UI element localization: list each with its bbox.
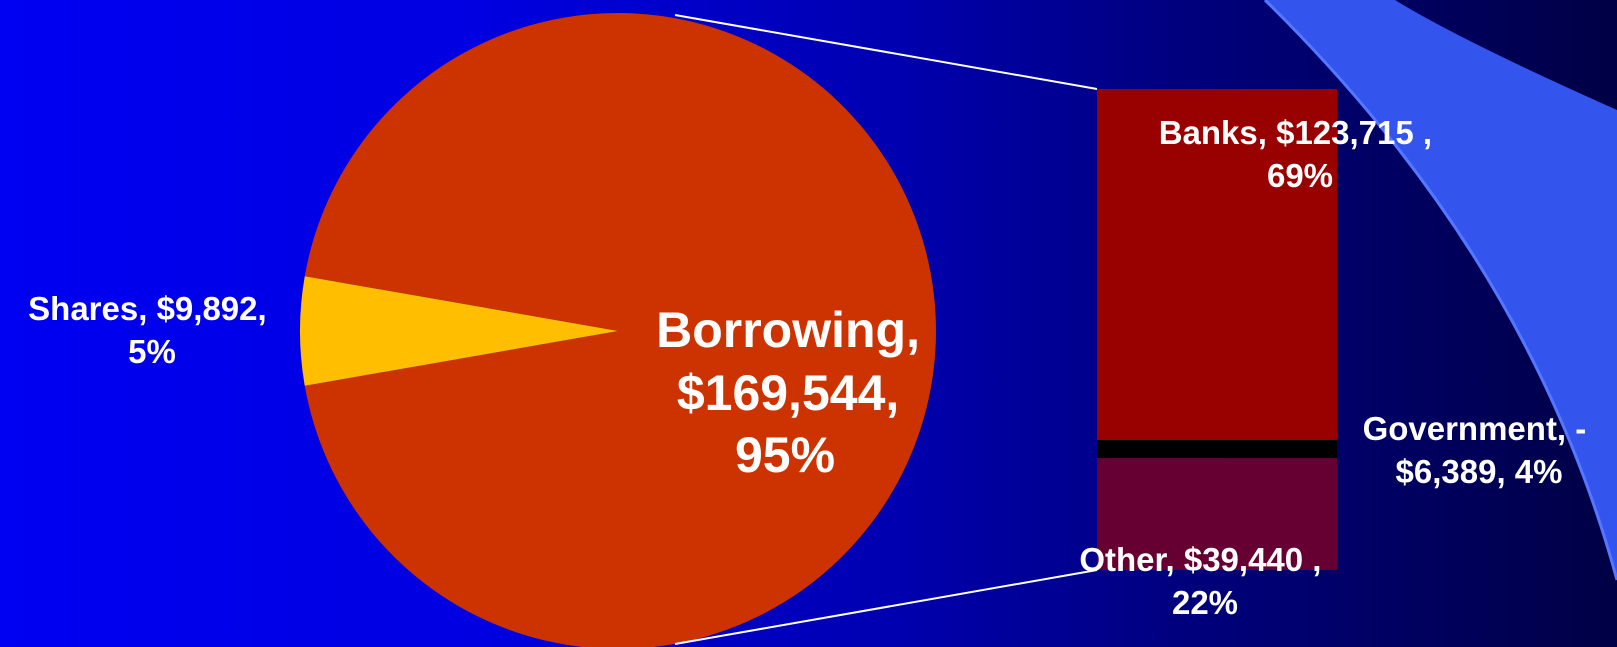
pie-slice-shares [300, 276, 618, 386]
pie-slice-borrowing [304, 13, 936, 647]
data-label-borrowing-line: 95% [735, 427, 835, 483]
background-swoosh-edge [1263, 0, 1617, 581]
bar-segment-other [1097, 458, 1337, 570]
data-label-shares: Shares, $9,892, 5% [28, 290, 276, 370]
data-label-banks-line: Banks, $123,715 , [1159, 114, 1432, 151]
data-label-borrowing: Borrowing, $169,544, 95% [656, 302, 934, 483]
data-label-borrowing-line: Borrowing, [656, 302, 920, 358]
data-label-banks: Banks, $123,715 , 69% [1159, 114, 1442, 194]
data-label-borrowing-line: $169,544, [677, 365, 899, 421]
bar-segment-banks [1097, 89, 1337, 440]
data-label-other-line: 22% [1172, 584, 1238, 621]
data-label-banks-line: 69% [1267, 157, 1333, 194]
pie [300, 13, 936, 647]
data-label-other: Other, $39,440 , 22% [1079, 541, 1330, 621]
data-label-government-line: $6,389, 4% [1396, 453, 1563, 490]
stacked-bar [1097, 89, 1337, 570]
leader-line-top [674, 14, 1098, 90]
data-label-shares-line: 5% [128, 333, 176, 370]
data-label-other-line: Other, $39,440 , [1079, 541, 1321, 578]
data-label-government: Government, - $6,389, 4% [1363, 410, 1596, 490]
background-swoosh [1265, 0, 1617, 580]
leader-line-bottom [674, 569, 1098, 645]
data-label-government-line: Government, - [1363, 410, 1587, 447]
data-label-shares-line: Shares, $9,892, [28, 290, 267, 327]
bar-segment-government [1097, 439, 1337, 459]
